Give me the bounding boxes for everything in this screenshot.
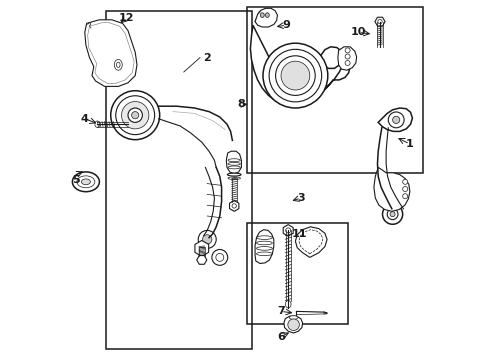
Ellipse shape — [227, 173, 241, 176]
Ellipse shape — [285, 301, 291, 308]
Ellipse shape — [73, 172, 99, 192]
Polygon shape — [378, 108, 413, 131]
Bar — [247, 223, 347, 324]
Polygon shape — [197, 256, 207, 264]
Circle shape — [388, 112, 404, 128]
Text: 5: 5 — [72, 175, 79, 185]
Ellipse shape — [289, 316, 298, 319]
Circle shape — [269, 49, 321, 102]
Polygon shape — [122, 118, 134, 131]
Polygon shape — [255, 230, 274, 264]
Circle shape — [403, 194, 408, 199]
Text: 3: 3 — [297, 193, 305, 203]
Polygon shape — [229, 201, 239, 211]
Circle shape — [390, 212, 395, 217]
Ellipse shape — [228, 166, 240, 169]
Ellipse shape — [268, 13, 271, 17]
Circle shape — [288, 319, 299, 330]
Text: 8: 8 — [238, 99, 245, 109]
Polygon shape — [338, 47, 357, 70]
Circle shape — [216, 253, 224, 261]
Ellipse shape — [263, 13, 266, 17]
Text: 9: 9 — [282, 20, 291, 30]
Circle shape — [263, 43, 328, 108]
Circle shape — [116, 96, 155, 135]
Ellipse shape — [95, 121, 100, 127]
Circle shape — [378, 19, 382, 24]
Circle shape — [122, 102, 149, 129]
Ellipse shape — [228, 159, 240, 162]
Polygon shape — [374, 167, 410, 211]
Circle shape — [128, 108, 143, 122]
Polygon shape — [255, 9, 275, 25]
Polygon shape — [295, 227, 327, 257]
Bar — [106, 11, 252, 349]
Circle shape — [202, 235, 212, 244]
Circle shape — [198, 230, 216, 248]
Circle shape — [383, 204, 403, 224]
Circle shape — [281, 61, 310, 90]
Text: 12: 12 — [119, 13, 134, 23]
Ellipse shape — [258, 13, 261, 17]
Polygon shape — [255, 8, 277, 27]
Ellipse shape — [228, 162, 240, 165]
Text: 4: 4 — [81, 114, 89, 124]
Circle shape — [125, 121, 131, 127]
Circle shape — [392, 116, 400, 123]
Polygon shape — [375, 17, 385, 26]
Circle shape — [345, 48, 350, 53]
Text: 1: 1 — [406, 139, 414, 149]
Ellipse shape — [77, 176, 95, 188]
Ellipse shape — [81, 179, 90, 185]
Ellipse shape — [114, 59, 122, 70]
Polygon shape — [284, 316, 303, 333]
Ellipse shape — [260, 13, 264, 18]
Text: 6: 6 — [277, 332, 285, 342]
Circle shape — [345, 54, 350, 59]
Bar — [247, 7, 423, 173]
Circle shape — [387, 209, 398, 220]
Circle shape — [212, 249, 228, 265]
Ellipse shape — [117, 62, 120, 68]
Ellipse shape — [266, 13, 270, 18]
Text: 7: 7 — [277, 306, 285, 316]
Circle shape — [345, 60, 350, 66]
Circle shape — [111, 91, 160, 140]
Polygon shape — [85, 20, 137, 86]
Circle shape — [286, 228, 291, 233]
Circle shape — [132, 112, 139, 119]
Ellipse shape — [228, 177, 241, 180]
Polygon shape — [250, 25, 350, 106]
Circle shape — [403, 186, 408, 192]
Polygon shape — [195, 240, 209, 256]
Polygon shape — [283, 225, 293, 236]
Circle shape — [403, 179, 408, 184]
Text: 2: 2 — [203, 53, 211, 63]
Circle shape — [232, 204, 236, 208]
Text: 11: 11 — [291, 229, 307, 239]
Polygon shape — [226, 151, 242, 174]
Text: 10: 10 — [351, 27, 366, 37]
Circle shape — [275, 56, 315, 95]
